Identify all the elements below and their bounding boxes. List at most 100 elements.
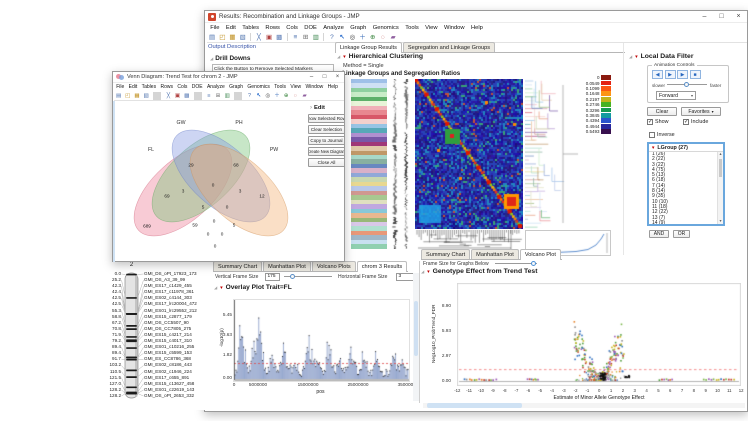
zoom-in-icon[interactable]: ＋ [274, 92, 280, 99]
marker-name[interactable]: GMI_DS_oPt_17923_173 [144, 271, 197, 276]
toolbar-separator[interactable] [250, 33, 252, 41]
menu-item[interactable]: Help [327, 84, 338, 90]
menu-item[interactable]: Analyze [323, 24, 344, 31]
lasso-icon[interactable]: ◌ [380, 33, 385, 41]
toolbar-separator[interactable] [323, 33, 325, 41]
marker-name[interactable]: GMI_ES02_c8186_443 [144, 362, 192, 368]
menu-item[interactable]: Edit [225, 24, 236, 31]
show-selected-rows-button[interactable]: Show Selected Rows [308, 114, 345, 123]
chevron-right-icon[interactable]: › [310, 105, 312, 111]
menu-item[interactable]: View [290, 84, 302, 90]
hierarchical-clustering-header[interactable]: ◢ ▼ Hierarchical Clustering [337, 53, 424, 60]
marker-name[interactable]: GMI_DS_CC5507_90 [144, 319, 189, 325]
print-icon[interactable]: ▧ [143, 92, 149, 99]
menu-item[interactable]: File [116, 84, 125, 90]
venn-set-fl[interactable] [118, 128, 247, 253]
venn-count[interactable]: 5 [201, 204, 205, 210]
filter-list-item[interactable]: 3 (22) [652, 161, 666, 168]
lasso-icon[interactable]: ◌ [293, 92, 298, 99]
layout-icon[interactable]: ⊞ [302, 33, 309, 41]
drill-downs-header[interactable]: ◢ Drill Downs [210, 55, 251, 62]
menu-item[interactable]: Analyze [206, 84, 225, 90]
clear-selection-button[interactable]: Clear Selection [308, 125, 345, 134]
marker-name[interactable]: GMI_ES_CC8786_368 [144, 356, 191, 362]
close-all-button[interactable]: Close All [308, 158, 345, 167]
crosshair-icon[interactable]: ⊕ [369, 33, 376, 41]
filter-list-item[interactable]: 5 (13) [652, 172, 666, 179]
genotype-effect-header[interactable]: ◢ ▼ Genotype Effect from Trend Test [421, 268, 538, 275]
tab[interactable]: Manhattan Plot [263, 261, 311, 271]
venn-count[interactable]: 0 [213, 243, 217, 249]
filter-list-item[interactable]: 6 (18) [652, 177, 666, 184]
red-triangle-menu-icon[interactable]: ▼ [634, 54, 639, 59]
data-table-icon[interactable]: ▥ [312, 33, 319, 41]
tab[interactable]: Summary Chart [213, 261, 263, 271]
cut-icon[interactable]: ╳ [256, 33, 261, 41]
genotype-frequency-column[interactable] [389, 79, 413, 249]
or-button[interactable]: OR [673, 230, 690, 238]
filter-list-item[interactable]: 9 (35) [652, 193, 666, 200]
venn-set-pw[interactable] [174, 128, 303, 253]
filter-list-item[interactable]: 1 (26) [652, 152, 666, 157]
filter-list-item[interactable]: 4 (75) [652, 166, 666, 173]
step-forward-button[interactable]: ▶ [677, 70, 688, 79]
brush-icon[interactable]: ▰ [302, 92, 307, 99]
cursor-icon[interactable]: ↖ [256, 92, 261, 99]
open-file-icon[interactable]: ◰ [125, 92, 131, 99]
scroll-down-icon[interactable]: ▼ [718, 219, 723, 223]
brush-icon[interactable]: ▰ [390, 33, 396, 41]
toolbar-separator[interactable] [153, 91, 162, 100]
chromosome-ideogram[interactable] [94, 270, 218, 406]
crosshair-icon[interactable]: ⊕ [283, 92, 289, 99]
venn-set-ph[interactable] [156, 114, 285, 239]
venn-count[interactable]: 3 [238, 188, 242, 194]
maximize-button[interactable]: □ [322, 74, 327, 80]
toolbar-separator[interactable] [286, 33, 288, 41]
stop-button[interactable]: ■ [689, 70, 701, 79]
cursor-icon[interactable]: ↖ [339, 33, 345, 41]
vertical-frame-size-input[interactable]: 175 [265, 272, 280, 281]
marker-name[interactable]: GMI_ES15_c2877_179 [144, 313, 192, 319]
venn-count[interactable]: 0 [220, 231, 224, 237]
paste-icon[interactable]: ▩ [184, 92, 190, 99]
toolbar-separator[interactable] [234, 91, 243, 100]
magnifier-icon[interactable]: ◎ [349, 33, 356, 41]
menu-item[interactable]: Tables [242, 24, 260, 31]
marker-name[interactable]: GMI_ES17_c1429_455 [144, 283, 192, 289]
data-table-icon[interactable]: ▥ [224, 92, 230, 99]
menu-item[interactable]: Genomics [372, 24, 399, 31]
marker-name[interactable]: GMI_ES17_c655_891 [144, 374, 190, 380]
venn-count[interactable]: 0 [225, 204, 229, 210]
venn-count[interactable]: 3 [181, 188, 185, 194]
filter-list-item[interactable]: 14 (9) [652, 219, 666, 224]
marker-name[interactable]: GMI_ES17_lrc20004_472 [144, 301, 197, 307]
scrollbar-thumb[interactable] [427, 403, 522, 408]
marker-name[interactable]: GMI_DS_oPt_2653_332 [144, 392, 195, 398]
cluster-color-bands[interactable] [351, 79, 387, 249]
menu-item[interactable]: Genomics [247, 84, 270, 90]
list-scrollbar[interactable]: ▲ ▼ [717, 152, 723, 224]
venn-count[interactable]: 5 [232, 222, 236, 228]
inverse-checkbox[interactable]: ✓ Inverse [649, 132, 675, 138]
toolbar-separator[interactable] [193, 91, 202, 100]
vertical-frame-slider[interactable] [284, 274, 332, 279]
include-checkbox[interactable]: ✓ Include [683, 119, 709, 125]
open-file-icon[interactable]: ◰ [219, 33, 226, 41]
marker-name[interactable]: GMI_DS_CC7805_275 [144, 325, 192, 331]
venn-count[interactable]: 689 [143, 223, 151, 229]
copy-to-journal-button[interactable]: Copy to Journal [308, 136, 345, 145]
print-icon[interactable]: ▧ [239, 33, 246, 41]
marker-name[interactable]: GMI_ES02_c4144_303 [144, 295, 192, 301]
minimize-button[interactable]: – [309, 74, 314, 80]
venn-diagram[interactable]: FL GW PH PW 29 68 3 0 3 69 12 5 0 59 0 5 0 0 0 689 [115, 104, 307, 256]
clear-button[interactable]: Clear [647, 107, 677, 116]
filter-list-item[interactable]: 7 (14) [652, 182, 666, 189]
disclosure-icon[interactable]: ◢ [337, 54, 341, 59]
favorites-button[interactable]: Favorites ▾ [681, 107, 721, 116]
help-icon[interactable]: ? [247, 92, 251, 99]
create-new-diagram-button[interactable]: Create New Diagram [308, 147, 345, 156]
recombination-heatmap[interactable] [415, 79, 523, 229]
red-triangle-menu-icon[interactable]: ▼ [219, 285, 224, 290]
filter-list-item[interactable]: 11 (18) [652, 203, 668, 210]
marker-name[interactable]: GMI_ES15_c4217_214 [144, 331, 192, 337]
